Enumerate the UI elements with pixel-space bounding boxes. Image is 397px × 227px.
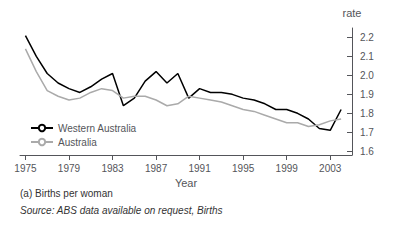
svg-text:2003: 2003 [319,163,342,174]
svg-text:1.7: 1.7 [360,127,374,138]
svg-text:Year: Year [175,177,198,189]
svg-text:1983: 1983 [101,163,124,174]
svg-text:(a) Births per woman: (a) Births per woman [20,188,113,199]
svg-text:1.8: 1.8 [360,108,374,119]
svg-text:1987: 1987 [145,163,168,174]
svg-text:rate: rate [343,7,362,19]
svg-text:2.0: 2.0 [360,70,374,81]
svg-text:1999: 1999 [276,163,299,174]
svg-text:1975: 1975 [14,163,37,174]
svg-text:2.2: 2.2 [360,32,374,43]
svg-text:1979: 1979 [58,163,81,174]
svg-text:Australia: Australia [58,137,97,148]
svg-text:1.6: 1.6 [360,146,374,157]
svg-text:Source: ABS data available on: Source: ABS data available on request, B… [20,205,223,216]
svg-text:1991: 1991 [188,163,211,174]
svg-text:1995: 1995 [232,163,255,174]
svg-text:2.1: 2.1 [360,51,374,62]
svg-text:1.9: 1.9 [360,89,374,100]
svg-text:Western Australia: Western Australia [58,123,137,134]
